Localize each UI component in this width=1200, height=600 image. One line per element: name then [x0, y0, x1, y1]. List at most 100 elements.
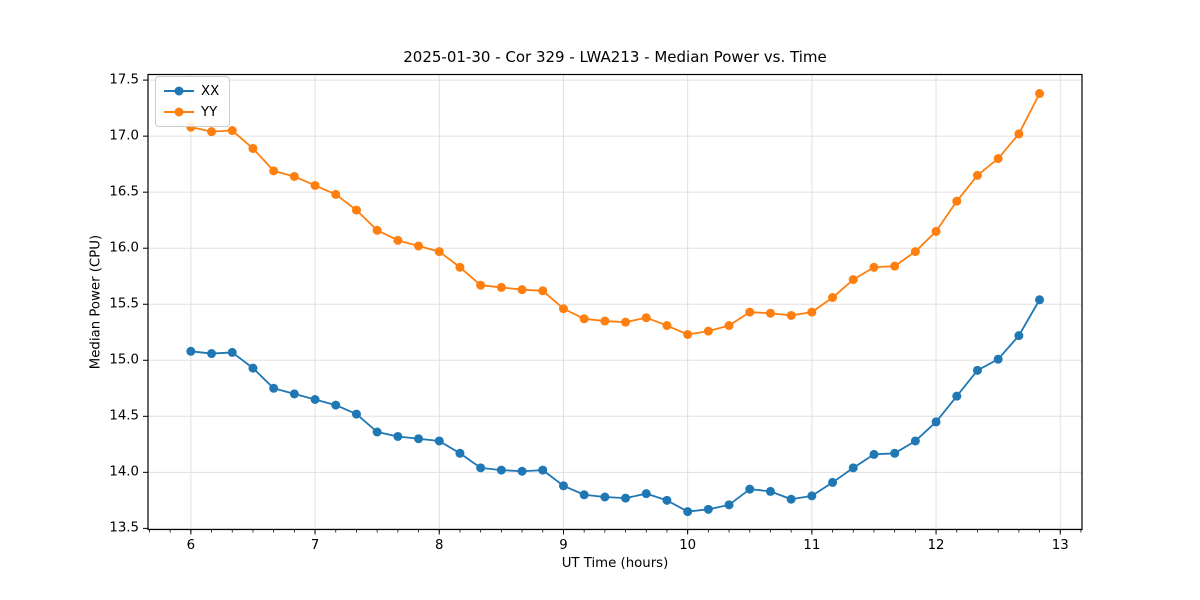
data-point-YY [558, 304, 568, 314]
y-tick-label: 17.0 [109, 128, 139, 144]
data-point-XX [724, 500, 734, 510]
x-tick-label: 13 [1051, 537, 1069, 553]
y-tick-label: 16.5 [109, 184, 139, 200]
data-point-YY [579, 314, 589, 324]
data-point-YY [869, 262, 879, 272]
series-YY [186, 89, 1045, 339]
y-tick-label: 14.5 [109, 408, 139, 424]
chart-title: 2025-01-30 - Cor 329 - LWA213 - Median P… [403, 48, 827, 66]
data-point-YY [683, 330, 693, 339]
data-point-YY [765, 308, 775, 318]
data-point-XX [372, 427, 382, 437]
data-point-YY [786, 310, 796, 320]
data-point-XX [207, 349, 217, 359]
data-point-XX [269, 383, 279, 393]
legend-label-yy: YY [201, 104, 218, 120]
data-point-XX [786, 494, 796, 504]
data-point-YY [703, 326, 713, 336]
data-point-XX [890, 448, 900, 458]
data-point-XX [972, 365, 982, 375]
data-point-XX [393, 431, 403, 441]
data-point-XX [641, 489, 651, 499]
data-point-YY [289, 171, 299, 181]
data-point-XX [662, 495, 672, 505]
data-point-XX [807, 491, 817, 501]
data-point-YY [351, 205, 361, 215]
data-point-YY [890, 261, 900, 271]
data-point-XX [310, 395, 320, 404]
data-point-YY [476, 280, 486, 290]
data-point-XX [538, 465, 548, 475]
y-tick-label: 13.5 [109, 520, 139, 536]
x-tick-label: 11 [803, 537, 821, 553]
data-point-YY [724, 321, 734, 331]
data-point-YY [807, 307, 817, 317]
data-point-XX [910, 436, 920, 446]
data-point-XX [621, 493, 631, 503]
data-point-XX [579, 490, 589, 500]
data-point-XX [414, 434, 424, 444]
data-point-XX [558, 481, 568, 491]
data-point-YY [310, 180, 320, 190]
data-point-XX [765, 486, 775, 496]
legend-item-xx: XX [164, 82, 219, 100]
data-point-XX [848, 463, 858, 473]
data-point-YY [207, 127, 217, 137]
data-point-YY [910, 247, 920, 257]
data-point-XX [600, 492, 610, 502]
data-point-YY [434, 247, 444, 257]
data-point-XX [289, 389, 299, 399]
data-point-YY [393, 235, 403, 245]
data-point-XX [828, 477, 838, 487]
data-point-XX [931, 417, 941, 427]
data-point-XX [993, 354, 1003, 364]
data-point-YY [952, 196, 962, 206]
y-tick-label: 15.0 [109, 352, 139, 368]
legend-label-xx: XX [201, 83, 220, 99]
data-point-XX [351, 409, 361, 419]
data-point-YY [745, 307, 755, 317]
data-point-YY [517, 285, 527, 295]
data-point-XX [331, 400, 341, 410]
data-point-XX [227, 347, 237, 357]
y-tick-label: 17.5 [109, 72, 139, 88]
data-point-XX [745, 484, 755, 494]
data-point-XX [517, 466, 527, 476]
data-point-XX [455, 448, 465, 458]
plot-border [147, 73, 1083, 531]
data-point-YY [1035, 89, 1045, 99]
legend: XX YY [155, 76, 231, 127]
data-point-YY [641, 313, 651, 323]
x-tick-label: 7 [310, 537, 320, 553]
y-tick-label: 16.0 [109, 240, 139, 256]
yy-line-marker-swatch [164, 105, 194, 119]
data-point-YY [248, 143, 258, 153]
data-point-XX [952, 391, 962, 401]
data-point-XX [683, 507, 693, 517]
x-tick-label: 12 [927, 537, 945, 553]
data-point-XX [1035, 295, 1045, 305]
data-point-YY [848, 275, 858, 285]
x-tick-label: 10 [679, 537, 697, 553]
legend-item-yy: YY [164, 103, 219, 121]
x-tick-label: 9 [559, 537, 568, 553]
data-point-YY [972, 170, 982, 180]
data-point-YY [227, 126, 237, 136]
y-tick-label: 15.5 [109, 296, 139, 312]
data-point-YY [372, 225, 382, 235]
x-tick-label: 6 [186, 537, 196, 553]
x-tick-label: 8 [435, 537, 444, 553]
data-point-YY [331, 189, 341, 199]
data-point-XX [703, 504, 713, 514]
data-point-XX [869, 449, 879, 459]
data-point-YY [828, 293, 838, 303]
xx-line-marker-swatch [164, 84, 194, 98]
data-point-YY [1014, 129, 1024, 139]
data-point-XX [1014, 331, 1024, 341]
x-axis-label: UT Time (hours) [561, 556, 669, 571]
data-point-YY [931, 226, 941, 236]
y-axis-label: Median Power (CPU) [88, 234, 104, 370]
data-point-XX [186, 346, 196, 356]
